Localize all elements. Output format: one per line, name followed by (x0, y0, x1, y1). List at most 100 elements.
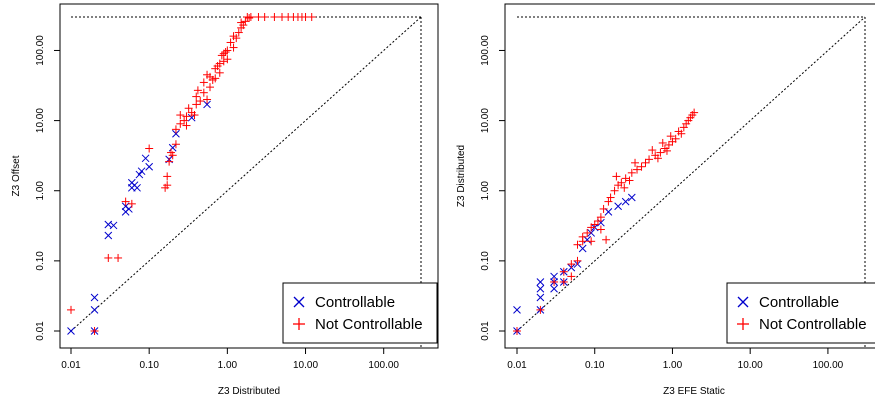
data-point-plus-marker (573, 256, 582, 265)
plot-frame (59, 3, 439, 349)
x-tick-label: 100.00 (813, 360, 844, 371)
y-tick-label: 0.01 (35, 321, 46, 341)
data-point-plus-marker (567, 272, 576, 281)
y-tick-label: 100.00 (480, 35, 491, 66)
data-point-x-marker (536, 278, 545, 286)
legend-x-marker (293, 296, 305, 308)
legend-entry-label: Not Controllable (315, 316, 423, 333)
series-controllable (67, 100, 211, 335)
data-point-x-marker (137, 167, 146, 176)
data-point-plus-marker (641, 158, 650, 167)
data-point-plus-marker (559, 267, 568, 276)
data-point-plus-marker (121, 197, 130, 206)
data-point-plus-marker (671, 134, 680, 143)
data-point-plus-marker (599, 204, 608, 213)
data-point-plus-marker (67, 305, 75, 314)
data-point-plus-marker (602, 235, 611, 244)
data-point-x-marker (133, 183, 141, 192)
y-tick-label: 1.00 (35, 181, 46, 201)
data-point-plus-marker (163, 181, 172, 190)
data-point-plus-marker (217, 51, 226, 60)
series-not-controllable (67, 13, 316, 335)
legend-box (282, 282, 438, 344)
data-point-plus-marker (621, 174, 630, 183)
x-tick-label: 100.00 (368, 360, 399, 371)
data-point-x-marker (550, 284, 558, 293)
y-tick-label: 100.00 (35, 35, 46, 66)
legend-x-marker (737, 296, 749, 308)
data-point-plus-marker (662, 146, 671, 155)
data-point-plus-marker (176, 111, 185, 120)
data-point-x-marker (536, 293, 545, 302)
x-tick-label: 0.01 (61, 360, 81, 371)
data-point-x-marker (104, 231, 113, 240)
data-point-x-marker (203, 100, 211, 109)
data-point-plus-marker (182, 112, 191, 121)
data-point-plus-marker (307, 13, 316, 21)
data-point-plus-marker (590, 220, 599, 229)
data-point-plus-marker (114, 253, 123, 262)
y-tick-label: 10.00 (480, 108, 491, 133)
data-point-plus-marker (648, 146, 657, 155)
data-point-plus-marker (215, 68, 224, 77)
data-point-x-marker (578, 244, 587, 253)
x-tick-label: 1.00 (218, 360, 238, 371)
data-point-plus-marker (625, 176, 634, 185)
data-point-plus-marker (192, 100, 201, 109)
data-point-plus-marker (690, 108, 699, 117)
data-point-plus-marker (219, 49, 228, 58)
y-tick-label: 0.10 (35, 251, 46, 271)
right-scatter-panel: 0.01 0.01 0.10 0.10 1.00 1.00 10.00 10.00 100.00… (456, 3, 875, 397)
data-point-plus-marker (612, 172, 621, 181)
data-point-plus-marker (536, 305, 545, 314)
data-point-plus-marker (664, 140, 673, 149)
legend-plus-marker (293, 318, 305, 330)
data-point-plus-marker (260, 13, 269, 21)
data-point-plus-marker (168, 151, 177, 160)
data-point-plus-marker (573, 240, 582, 249)
x-tick-label: 10.00 (293, 360, 318, 371)
data-point-plus-marker (193, 86, 202, 95)
x-tick-label: 1.00 (663, 360, 683, 371)
data-point-x-marker (141, 154, 150, 163)
data-point-plus-marker (666, 132, 675, 141)
data-point-x-marker (513, 306, 521, 314)
data-point-plus-marker (171, 140, 180, 149)
data-point-x-marker (614, 202, 622, 211)
data-point-plus-marker (203, 70, 212, 79)
data-point-x-marker (90, 306, 99, 314)
data-point-plus-marker (192, 92, 201, 101)
data-point-plus-marker (219, 57, 228, 66)
data-point-plus-marker (171, 125, 180, 134)
data-point-plus-marker (245, 14, 254, 23)
x-tick-label: 0.10 (139, 360, 159, 371)
data-point-plus-marker (203, 95, 212, 104)
data-point-plus-marker (180, 116, 189, 125)
data-point-plus-marker (606, 193, 615, 202)
y-tick-label: 0.01 (480, 321, 491, 341)
x-tick-label: 0.01 (507, 360, 527, 371)
data-point-x-marker (109, 221, 118, 230)
data-point-x-marker (90, 293, 99, 302)
data-point-plus-marker (239, 21, 248, 30)
data-point-plus-marker (596, 225, 605, 234)
data-point-plus-marker (559, 277, 568, 286)
data-point-x-marker (67, 327, 75, 335)
data-point-plus-marker (645, 155, 654, 164)
data-point-plus-marker (223, 55, 232, 64)
data-point-plus-marker (241, 17, 250, 26)
data-point-plus-marker (221, 48, 230, 57)
legend-plus-marker (737, 318, 749, 330)
data-point-plus-marker (653, 154, 662, 163)
x-tick-label: 10.00 (738, 360, 763, 371)
data-point-plus-marker (196, 97, 205, 106)
data-point-x-marker (550, 272, 558, 281)
data-point-plus-marker (604, 197, 613, 206)
data-point-plus-marker (90, 327, 99, 335)
y-tick-label: 0.10 (480, 251, 491, 271)
data-point-x-marker (145, 162, 154, 171)
data-point-plus-marker (550, 277, 559, 286)
data-point-plus-marker (213, 62, 222, 71)
data-point-x-marker (172, 129, 180, 138)
legend: Controllable Not Controllable (282, 282, 438, 344)
